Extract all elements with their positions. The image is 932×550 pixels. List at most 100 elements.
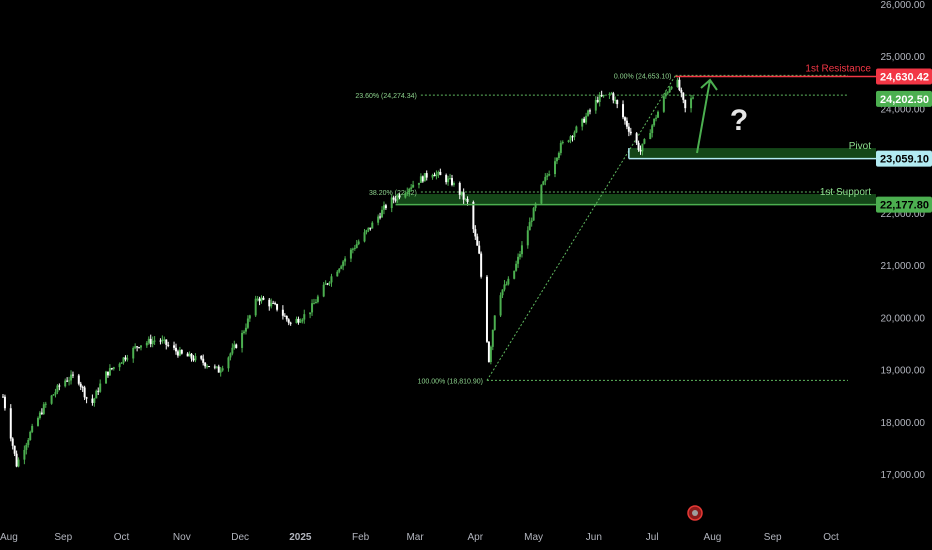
support-label: 1st Support bbox=[820, 187, 871, 198]
fib-label: 0.00% (24,653.10) bbox=[614, 73, 672, 80]
candle bbox=[629, 131, 632, 134]
x-tick-label: Aug bbox=[0, 532, 18, 543]
x-tick-label: Oct bbox=[823, 532, 839, 543]
candle bbox=[371, 222, 374, 229]
candle bbox=[682, 92, 685, 100]
candle bbox=[27, 439, 30, 445]
question-mark: ? bbox=[730, 104, 748, 137]
logo-icon-center bbox=[692, 510, 698, 516]
x-tick-label: Aug bbox=[704, 532, 722, 543]
candle bbox=[608, 93, 611, 95]
candle bbox=[575, 126, 578, 133]
candle bbox=[340, 266, 343, 269]
candle bbox=[23, 449, 26, 460]
candle bbox=[651, 125, 654, 134]
candle bbox=[623, 117, 626, 121]
candle bbox=[548, 174, 551, 176]
candle bbox=[363, 232, 366, 242]
candle bbox=[56, 385, 59, 393]
candle bbox=[379, 216, 382, 218]
candle bbox=[657, 111, 660, 118]
candle bbox=[97, 390, 100, 392]
candle bbox=[390, 197, 393, 209]
candle bbox=[419, 176, 422, 183]
candle bbox=[301, 319, 304, 322]
candle bbox=[412, 184, 415, 188]
candle bbox=[474, 229, 477, 237]
candle bbox=[534, 203, 537, 209]
candle bbox=[120, 362, 123, 364]
candle bbox=[594, 99, 597, 111]
candle bbox=[58, 385, 61, 387]
resistance-tag bbox=[876, 68, 932, 85]
candle bbox=[515, 263, 518, 271]
candle bbox=[680, 89, 683, 93]
candle bbox=[316, 296, 319, 302]
candle bbox=[262, 297, 265, 300]
candle bbox=[342, 261, 345, 267]
candle bbox=[501, 289, 504, 296]
candle bbox=[532, 208, 535, 221]
candle bbox=[217, 366, 220, 373]
candle bbox=[462, 192, 465, 200]
candle bbox=[151, 340, 154, 345]
fib-label: 23.60% (24,274.34) bbox=[355, 93, 417, 100]
candle bbox=[355, 244, 358, 248]
candle bbox=[256, 298, 259, 300]
candle bbox=[311, 303, 314, 313]
candle bbox=[124, 357, 127, 360]
candle bbox=[581, 118, 584, 127]
candle bbox=[213, 366, 216, 368]
y-tick-label: 26,000.00 bbox=[881, 0, 926, 11]
candle bbox=[241, 332, 244, 348]
candle bbox=[635, 133, 638, 143]
x-tick-label: Jun bbox=[586, 532, 602, 543]
candle bbox=[31, 425, 34, 432]
candle bbox=[394, 199, 397, 201]
candle bbox=[161, 339, 164, 342]
candle bbox=[11, 438, 14, 446]
candle bbox=[312, 303, 315, 305]
candle bbox=[365, 230, 368, 233]
candle bbox=[66, 380, 69, 382]
candle bbox=[283, 315, 286, 317]
candle bbox=[246, 318, 249, 328]
candle bbox=[627, 126, 630, 132]
candle bbox=[52, 394, 55, 396]
candle bbox=[684, 99, 687, 109]
candle bbox=[260, 297, 263, 302]
candle bbox=[206, 366, 209, 368]
candle bbox=[637, 142, 640, 150]
candle bbox=[287, 319, 290, 323]
candle bbox=[136, 346, 139, 348]
candles bbox=[2, 76, 694, 468]
candle bbox=[668, 88, 671, 93]
candle bbox=[433, 174, 436, 177]
candle bbox=[2, 396, 4, 398]
candle bbox=[330, 276, 333, 283]
candle bbox=[215, 366, 218, 368]
candle bbox=[664, 93, 667, 97]
candle bbox=[99, 383, 102, 392]
fib-label: 38.20% (22,42) bbox=[369, 190, 417, 197]
candle bbox=[227, 357, 230, 369]
candle bbox=[186, 353, 189, 357]
candle bbox=[349, 249, 352, 259]
candle bbox=[573, 132, 576, 138]
candle bbox=[421, 176, 424, 182]
candle bbox=[167, 344, 170, 346]
candle bbox=[85, 397, 88, 399]
candle bbox=[445, 175, 448, 183]
candle bbox=[202, 358, 205, 363]
candle bbox=[587, 110, 590, 116]
candle bbox=[79, 383, 82, 387]
candle bbox=[118, 363, 121, 368]
candle bbox=[489, 346, 492, 362]
candle bbox=[439, 171, 442, 176]
candle bbox=[410, 187, 413, 189]
candle bbox=[93, 398, 96, 403]
y-tick-label: 21,000.00 bbox=[881, 261, 926, 272]
candle bbox=[105, 371, 108, 384]
y-tick-label: 20,000.00 bbox=[881, 313, 926, 324]
